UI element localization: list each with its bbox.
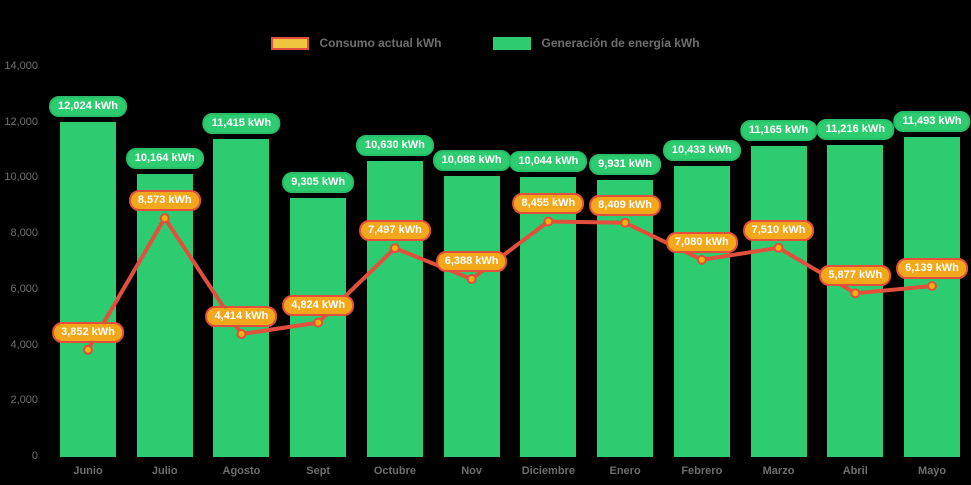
consumption-point-octubre bbox=[389, 243, 400, 254]
y-tick-6000: 6,000 bbox=[10, 282, 38, 295]
bar-nov bbox=[443, 175, 500, 457]
chart-legend: Consumo actual kWh Generación de energía… bbox=[0, 36, 971, 50]
consumption-point-junio bbox=[83, 344, 93, 355]
consumption-point-marzo bbox=[773, 242, 784, 253]
generacion-swatch-icon bbox=[493, 36, 532, 50]
generation-value-label-nov: 10,088 kWh bbox=[432, 149, 511, 171]
y-tick-2000: 2,000 bbox=[10, 394, 38, 407]
generation-value-label-abril: 11,216 kWh bbox=[816, 118, 894, 140]
bar-octubre bbox=[366, 160, 423, 457]
consumption-value-label-abril: 5,877 kWh bbox=[819, 265, 892, 287]
consumption-point-enero bbox=[620, 217, 631, 228]
y-tick-14000: 14,000 bbox=[4, 60, 38, 72]
x-label-agosto: Agosto bbox=[222, 465, 261, 477]
generation-value-label-diciembre: 10,044 kWh bbox=[509, 151, 588, 173]
consumption-value-label-enero: 8,409 kWh bbox=[589, 194, 661, 216]
consumption-point-agosto bbox=[236, 329, 247, 340]
consumption-value-label-octubre: 7,497 kWh bbox=[359, 220, 431, 242]
generation-value-label-agosto: 11,415 kWh bbox=[202, 113, 281, 134]
x-label-octubre: Octubre bbox=[373, 465, 416, 477]
x-label-nov: Nov bbox=[461, 465, 483, 477]
legend-label-generacion: Generación de energía kWh bbox=[541, 36, 700, 50]
consumption-value-label-julio: 8,573 kWh bbox=[128, 190, 201, 212]
legend-item-generacion[interactable]: Generación de energía kWh bbox=[493, 36, 700, 50]
generation-value-label-febrero: 10,433 kWh bbox=[662, 140, 741, 162]
x-label-julio: Julio bbox=[151, 465, 178, 477]
consumption-value-label-nov: 6,388 kWh bbox=[435, 251, 508, 273]
consumption-value-label-marzo: 7,510 kWh bbox=[742, 219, 815, 241]
y-tick-12000: 12,000 bbox=[4, 115, 38, 128]
generation-value-label-octubre: 10,630 kWh bbox=[355, 134, 434, 156]
consumption-value-label-sept: 4,824 kWh bbox=[282, 294, 355, 316]
generation-value-label-junio: 12,024 kWh bbox=[49, 96, 127, 118]
x-label-marzo: Marzo bbox=[762, 465, 795, 477]
bar-marzo bbox=[750, 145, 807, 457]
consumption-value-label-agosto: 4,414 kWh bbox=[205, 306, 278, 328]
y-tick-8000: 8,000 bbox=[10, 227, 38, 240]
bar-mayo bbox=[904, 136, 960, 457]
consumption-value-label-febrero: 7,080 kWh bbox=[665, 231, 738, 253]
consumption-point-julio bbox=[159, 213, 170, 224]
x-label-sept: Sept bbox=[306, 465, 331, 477]
consumption-point-febrero bbox=[696, 254, 707, 265]
generation-value-label-julio: 10,164 kWh bbox=[125, 147, 204, 169]
generation-value-label-mayo: 11,493 kWh bbox=[893, 110, 971, 132]
bar-febrero bbox=[673, 166, 730, 457]
consumo-swatch-icon bbox=[271, 36, 310, 50]
consumption-point-diciembre bbox=[543, 216, 554, 227]
x-label-diciembre: Diciembre bbox=[521, 465, 575, 477]
x-label-febrero: Febrero bbox=[681, 465, 723, 477]
bar-agosto bbox=[213, 139, 270, 457]
consumption-value-label-diciembre: 8,455 kWh bbox=[512, 193, 585, 215]
generation-value-label-sept: 9,305 kWh bbox=[282, 171, 355, 193]
legend-label-consumo: Consumo actual kWh bbox=[319, 36, 442, 50]
consumption-value-label-mayo: 6,139 kWh bbox=[896, 257, 968, 279]
consumption-point-sept bbox=[313, 317, 324, 328]
bar-abril bbox=[827, 144, 884, 457]
x-label-enero: Enero bbox=[609, 465, 641, 477]
consumption-point-mayo bbox=[927, 280, 937, 291]
generation-value-label-marzo: 11,165 kWh bbox=[739, 119, 818, 141]
x-label-junio: Junio bbox=[73, 465, 103, 477]
y-tick-4000: 4,000 bbox=[10, 338, 38, 351]
x-label-abril: Abril bbox=[842, 465, 868, 477]
legend-item-consumo[interactable]: Consumo actual kWh bbox=[271, 36, 441, 50]
y-tick-0: 0 bbox=[31, 450, 38, 462]
consumption-point-abril bbox=[850, 288, 861, 299]
consumption-value-label-junio: 3,852 kWh bbox=[52, 321, 124, 343]
bar-junio bbox=[60, 122, 116, 457]
consumption-point-nov bbox=[466, 274, 477, 285]
x-label-mayo: Mayo bbox=[917, 465, 947, 477]
y-tick-10000: 10,000 bbox=[4, 171, 38, 184]
generation-value-label-enero: 9,931 kWh bbox=[589, 154, 661, 176]
